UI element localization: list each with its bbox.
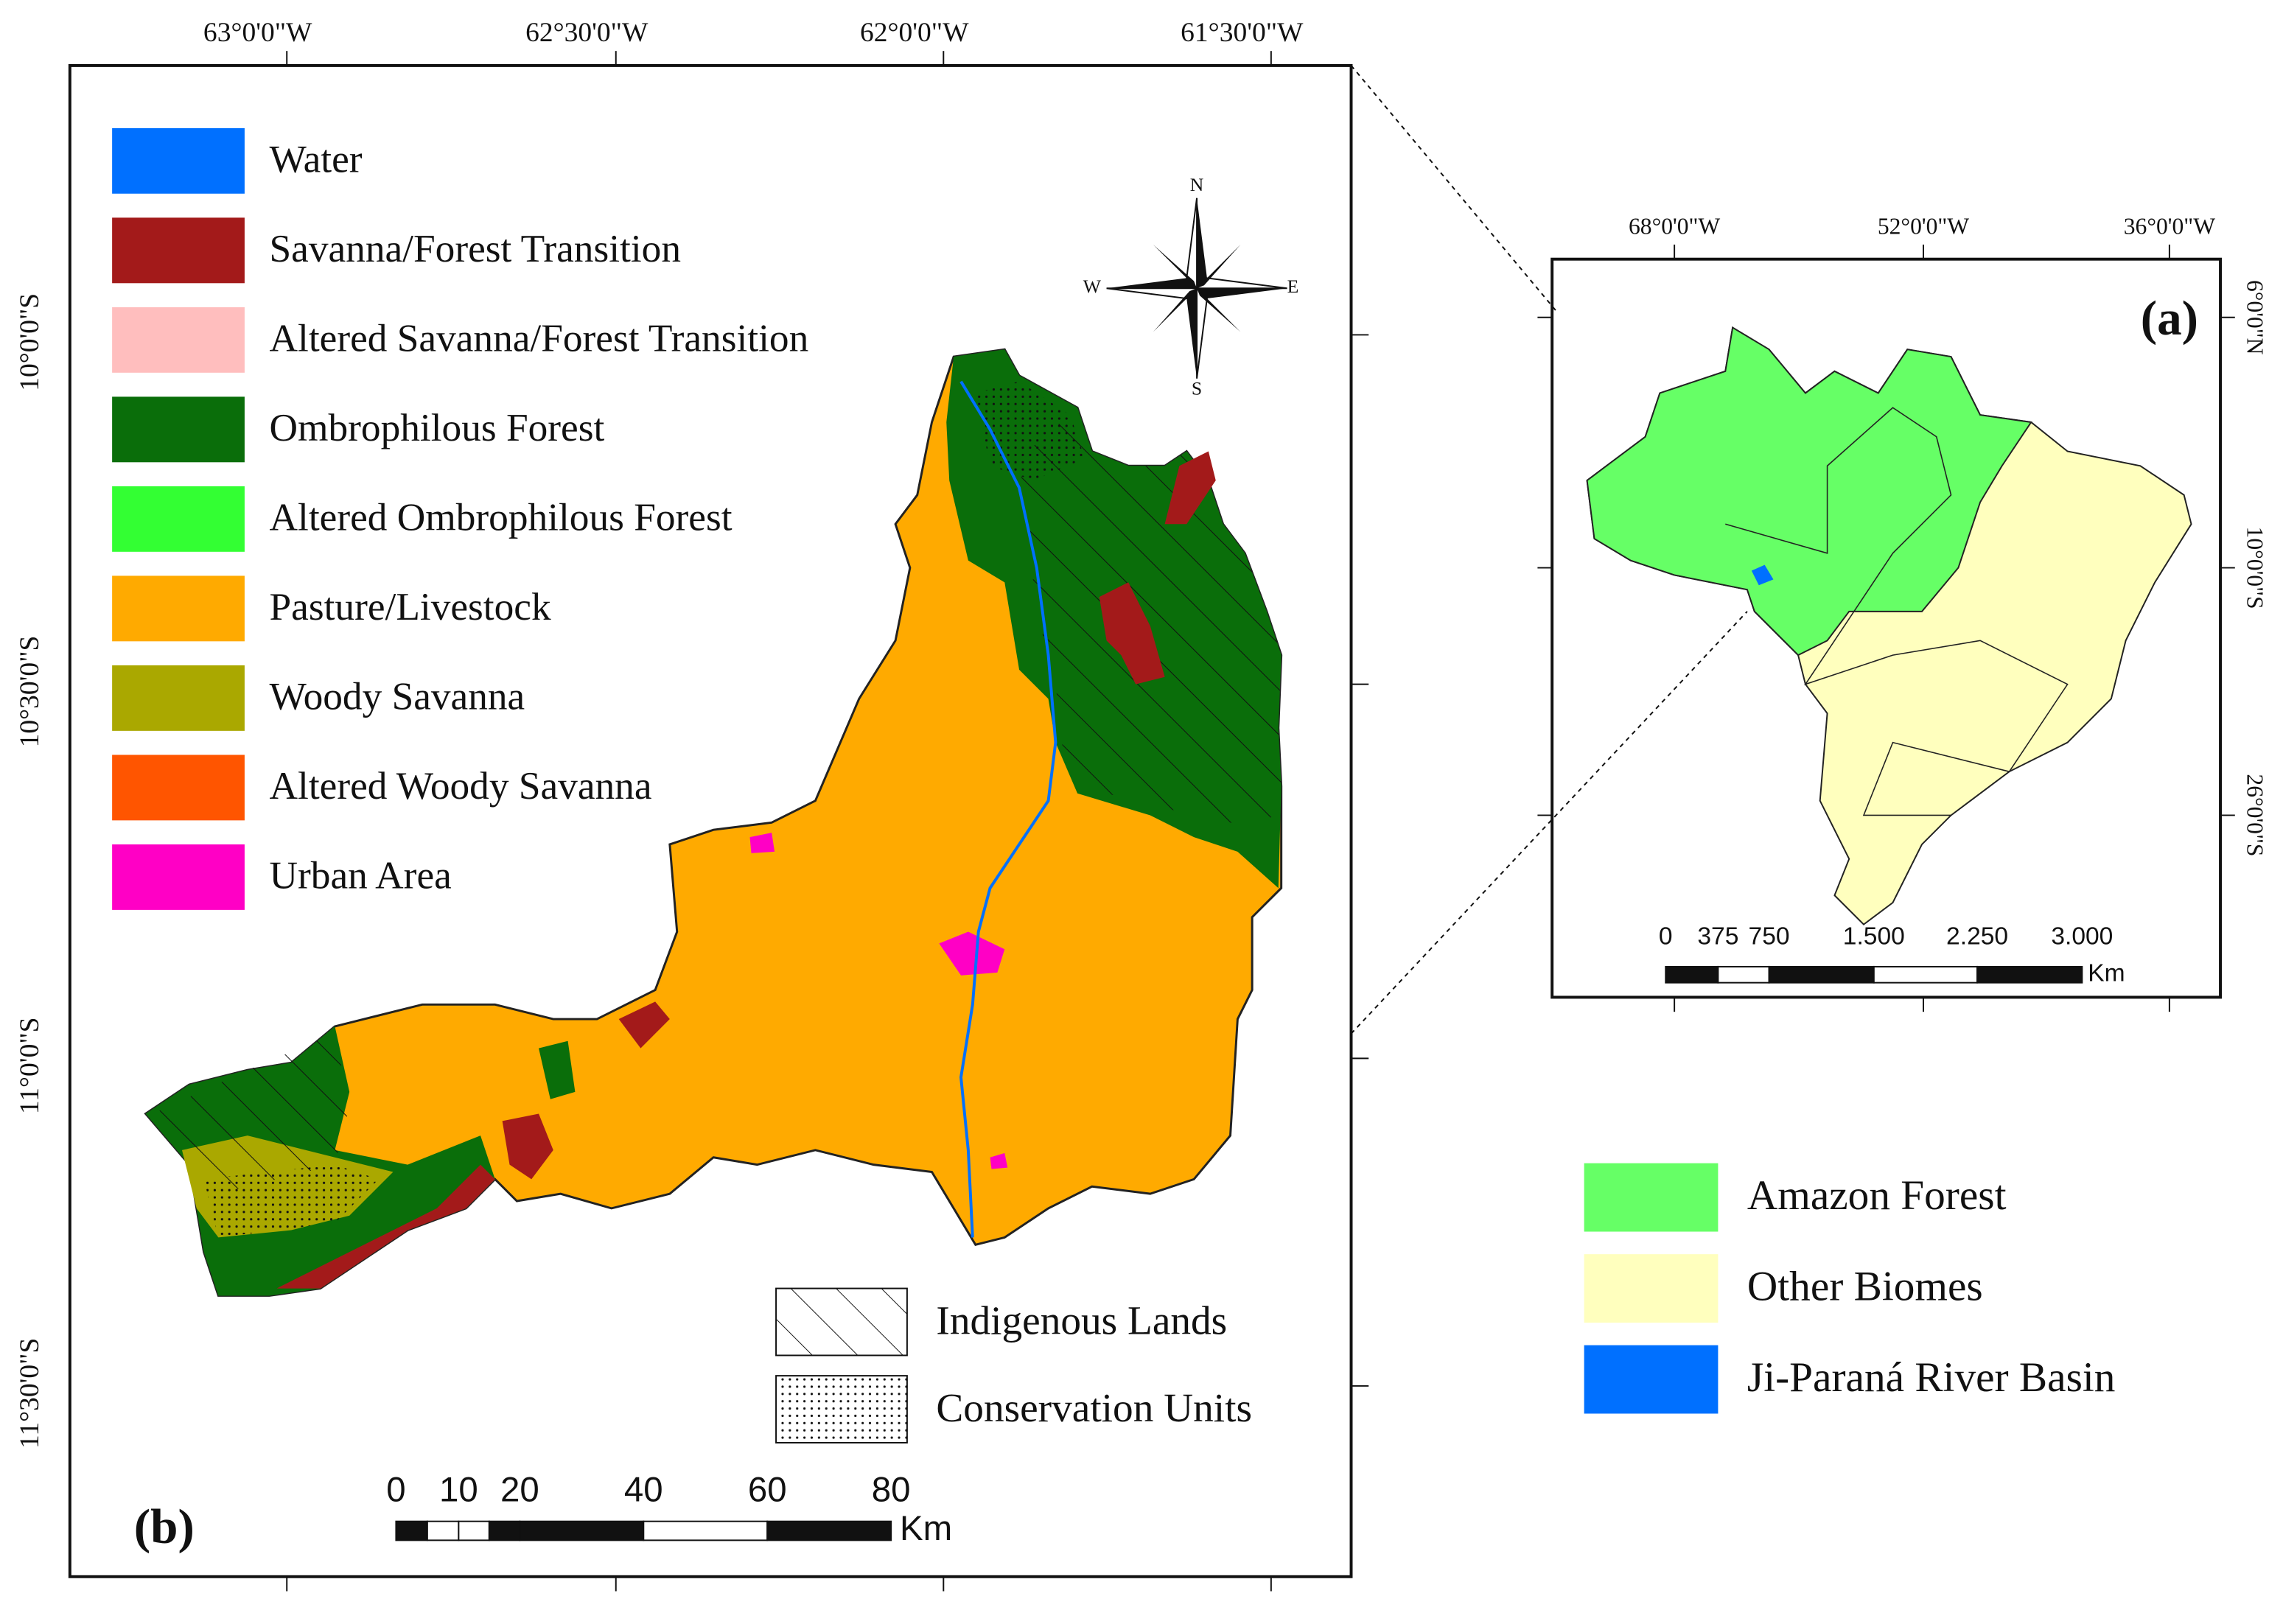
legend-swatch [1584, 1163, 1719, 1232]
urban-patch [749, 833, 775, 853]
scale-segment [458, 1520, 490, 1541]
legend-swatch [1584, 1254, 1719, 1323]
legend-swatch [112, 844, 245, 910]
scale-segment [766, 1520, 892, 1541]
scale-label: 0 [1659, 923, 1673, 950]
legend-label: Altered Woody Savanna [270, 763, 652, 808]
scale-unit: Km [900, 1509, 952, 1548]
scale-segment [1976, 965, 2083, 984]
scale-segment [488, 1520, 521, 1541]
y-tick-label: 11°30'0"S [15, 1338, 45, 1449]
indigenous-hatch [153, 1033, 350, 1194]
legend-label: Conservation Units [936, 1385, 1252, 1430]
transition-patch [618, 1001, 670, 1049]
conservation-dots [203, 1164, 379, 1238]
scale-segment [1768, 965, 1875, 984]
inset-basin [1751, 564, 1774, 586]
urban-patch [990, 1152, 1008, 1169]
legend-label: Water [270, 137, 363, 181]
legend-swatch [775, 1287, 908, 1357]
legend-swatch [112, 486, 245, 552]
scale-label: 2.250 [1946, 923, 2008, 950]
scale-label: 80 [872, 1471, 911, 1510]
compass-letter: E [1287, 276, 1299, 297]
scale-label: 1.500 [1843, 923, 1905, 950]
scale-segment [1665, 965, 1719, 984]
scale-segment [395, 1520, 428, 1541]
legend-label: Savanna/Forest Transition [270, 226, 682, 270]
legend-label: Other Biomes [1747, 1264, 1983, 1310]
compass-letter: W [1083, 276, 1102, 297]
compass-letter: N [1190, 174, 1204, 195]
river [959, 380, 1057, 1238]
zoom-line [1350, 611, 1748, 1035]
transition-patch [1099, 582, 1165, 685]
urban-patch [939, 931, 1005, 976]
legend-label: Indigenous Lands [936, 1298, 1227, 1343]
panel-label: (a) [2141, 290, 2198, 346]
x-tick-label: 63°0'0"W [203, 18, 312, 48]
indigenous-hatch [1019, 407, 1282, 830]
compass-letter: S [1192, 377, 1202, 399]
basin [144, 348, 1283, 1297]
transition-patch [502, 1113, 553, 1180]
scale-label: 60 [748, 1471, 787, 1510]
scale-label: 20 [500, 1471, 539, 1510]
amazon-area [1586, 326, 2032, 657]
x-tick-label: 52°0'0"W [1878, 213, 1969, 239]
legend-label: Ombrophilous Forest [270, 405, 605, 449]
legend-swatch [112, 665, 245, 731]
legend-label: Woody Savanna [270, 674, 525, 718]
y-tick-label: 10°0'0"S [15, 293, 45, 391]
legend-swatch [112, 575, 245, 642]
legend-swatch [1584, 1345, 1719, 1414]
legend-swatch [112, 127, 245, 194]
forest-patch [539, 1040, 576, 1099]
x-tick-label: 61°30'0"W [1181, 18, 1304, 48]
legend-label: Pasture/Livestock [270, 584, 551, 629]
scale-segment [1717, 965, 1770, 984]
legend-swatch [775, 1375, 908, 1443]
legend-swatch [112, 396, 245, 463]
scale-segment [643, 1520, 769, 1541]
x-tick-label: 62°0'0"W [860, 18, 969, 48]
legend-label: Altered Savanna/Forest Transition [270, 316, 809, 360]
y-tick-label: 11°0'0"S [15, 1017, 45, 1114]
legend-label: Altered Ombrophilous Forest [270, 495, 733, 539]
scale-segment [426, 1520, 460, 1541]
legend-swatch [112, 217, 245, 284]
x-tick-label: 68°0'0"W [1629, 213, 1720, 239]
legend-label: Amazon Forest [1747, 1172, 2007, 1219]
scale-segment [519, 1520, 645, 1541]
x-tick-label: 36°0'0"W [2124, 213, 2215, 239]
legend-swatch [112, 307, 245, 373]
scale-unit: Km [2088, 960, 2125, 987]
brazil-map [1586, 326, 2192, 925]
x-tick-label: 62°30'0"W [525, 18, 648, 48]
scale-segment [1873, 965, 1979, 984]
scale-label: 750 [1749, 923, 1790, 950]
panel-label: (b) [134, 1499, 195, 1554]
y-tick-label: 26°0'0"S [2242, 774, 2268, 856]
transition-patch [1164, 451, 1216, 525]
scale-label: 40 [624, 1471, 663, 1510]
scale-label: 375 [1697, 923, 1738, 950]
legend-label: Ji-Paraná River Basin [1747, 1354, 2116, 1401]
scale-label: 0 [386, 1471, 405, 1510]
y-tick-label: 6°0'0"N [2242, 280, 2268, 355]
legend-label: Urban Area [270, 853, 452, 897]
y-tick-label: 10°0'0"S [2242, 527, 2268, 609]
y-tick-label: 10°30'0"S [15, 636, 45, 748]
transition-patch [276, 1164, 495, 1289]
scale-label: 10 [439, 1471, 478, 1510]
scale-label: 3.000 [2051, 923, 2113, 950]
legend-swatch [112, 755, 245, 821]
zoom-line [1350, 65, 1559, 314]
